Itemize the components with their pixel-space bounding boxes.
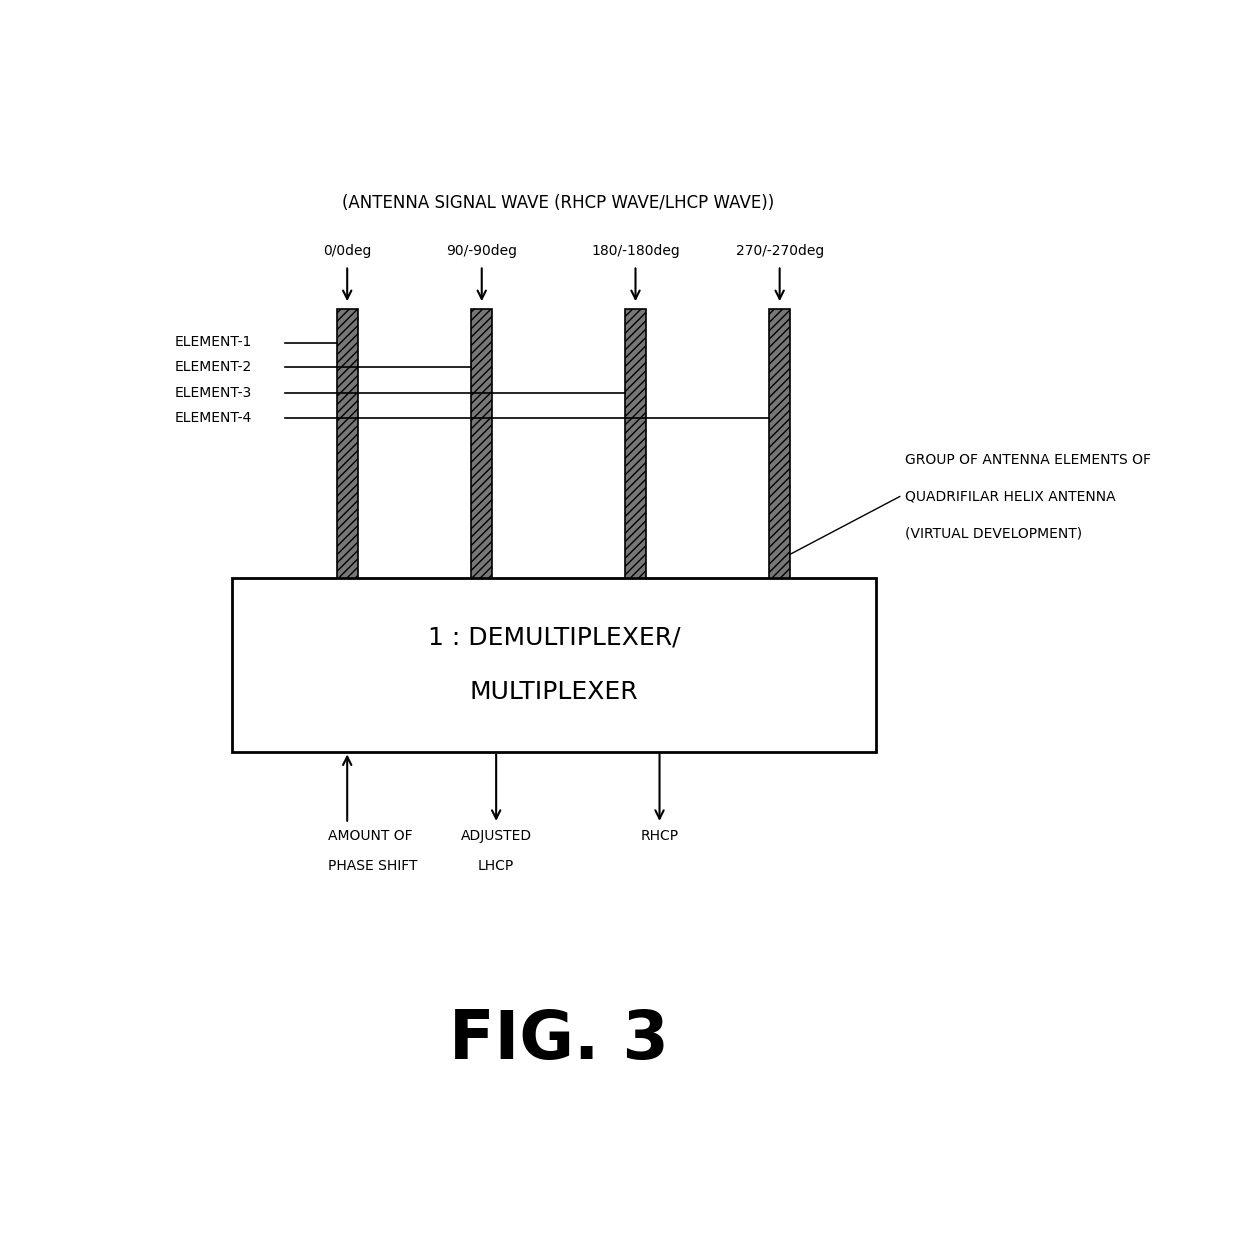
Text: ELEMENT-4: ELEMENT-4 xyxy=(174,410,252,425)
Text: PHASE SHIFT: PHASE SHIFT xyxy=(327,859,418,874)
Bar xyxy=(769,309,790,579)
Text: RHCP: RHCP xyxy=(641,829,678,842)
Text: QUADRIFILAR HELIX ANTENNA: QUADRIFILAR HELIX ANTENNA xyxy=(905,490,1115,504)
Text: MULTIPLEXER: MULTIPLEXER xyxy=(470,680,639,704)
Text: ELEMENT-1: ELEMENT-1 xyxy=(174,335,252,350)
Bar xyxy=(471,309,492,579)
Text: 270/-270deg: 270/-270deg xyxy=(735,244,823,258)
Bar xyxy=(625,309,646,579)
Text: 90/-90deg: 90/-90deg xyxy=(446,244,517,258)
Text: (ANTENNA SIGNAL WAVE (RHCP WAVE/LHCP WAVE)): (ANTENNA SIGNAL WAVE (RHCP WAVE/LHCP WAV… xyxy=(342,194,775,213)
Text: ELEMENT-2: ELEMENT-2 xyxy=(174,360,252,374)
Bar xyxy=(232,579,875,751)
Text: FIG. 3: FIG. 3 xyxy=(449,1008,668,1074)
Text: LHCP: LHCP xyxy=(479,859,515,874)
Text: GROUP OF ANTENNA ELEMENTS OF: GROUP OF ANTENNA ELEMENTS OF xyxy=(905,452,1151,468)
Text: ADJUSTED: ADJUSTED xyxy=(460,829,532,842)
Text: (VIRTUAL DEVELOPMENT): (VIRTUAL DEVELOPMENT) xyxy=(905,526,1081,540)
Text: ELEMENT-3: ELEMENT-3 xyxy=(174,385,252,400)
Text: 0/0deg: 0/0deg xyxy=(322,244,372,258)
Text: AMOUNT OF: AMOUNT OF xyxy=(327,829,413,842)
Bar xyxy=(336,309,358,579)
Text: 1 : DEMULTIPLEXER/: 1 : DEMULTIPLEXER/ xyxy=(428,626,680,650)
Text: 180/-180deg: 180/-180deg xyxy=(591,244,680,258)
